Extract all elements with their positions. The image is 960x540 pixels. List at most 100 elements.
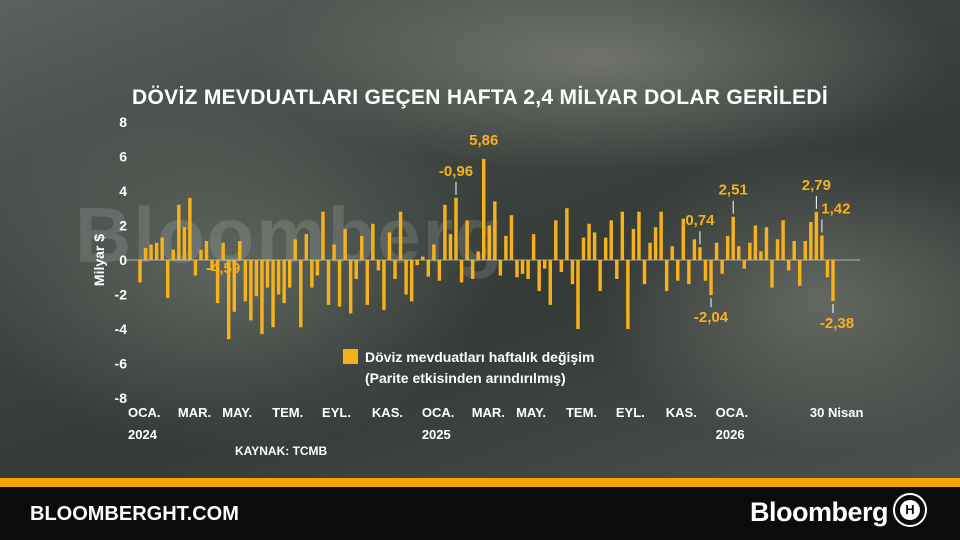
x-tick-label: MAY. <box>222 405 252 420</box>
bar <box>814 211 819 260</box>
bar <box>326 260 331 305</box>
bar <box>554 220 558 260</box>
bar <box>703 260 708 281</box>
site-link[interactable]: BLOOMBERGHT.COM <box>30 503 239 525</box>
x-tick-label: TEM. <box>272 405 303 420</box>
bar <box>365 260 370 305</box>
bar <box>188 197 192 260</box>
bar <box>409 260 414 302</box>
y-tick-label: 4 <box>119 183 127 199</box>
bar <box>753 225 758 260</box>
bar <box>759 251 763 260</box>
bar <box>315 260 320 276</box>
footer-bar: BLOOMBERGHT.COM Bloomberg H <box>0 478 960 540</box>
bar <box>615 260 619 279</box>
bar <box>426 260 431 277</box>
annotation-label: -0,96 <box>439 163 473 180</box>
x-axis-ticks: OCA. 2024 MAR. MAY. TEM. EYL. KAS. OCA. 2025 MAR.… <box>128 405 863 442</box>
bar <box>321 211 325 260</box>
bar-chart: 8 6 4 2 0 -2 -4 -6 -8 OCA. 2024 MAR. MAY. TEM. EYL. KA… <box>91 114 863 458</box>
bar <box>637 211 641 260</box>
bar <box>648 242 652 260</box>
bar <box>515 260 519 278</box>
bar <box>470 260 475 279</box>
bar <box>138 260 142 283</box>
bar <box>193 260 198 276</box>
bar <box>809 222 813 260</box>
y-tick-label: -8 <box>115 390 128 406</box>
bar <box>626 260 630 329</box>
bar <box>748 242 752 260</box>
bar <box>631 228 636 260</box>
annotation-label: 0,74 <box>685 212 715 229</box>
bar <box>415 260 419 266</box>
annotation-label: -4,59 <box>206 260 240 277</box>
bar <box>437 260 442 281</box>
bar <box>820 235 824 260</box>
x-tick-year: 2025 <box>422 427 451 442</box>
bar <box>432 244 436 260</box>
bar <box>221 242 225 260</box>
bar <box>154 242 159 260</box>
bar <box>825 260 830 278</box>
bar <box>260 260 264 335</box>
bar <box>792 241 796 260</box>
bar <box>831 260 835 302</box>
bar <box>177 204 181 260</box>
bar <box>287 260 292 288</box>
x-tick-label: TEM. <box>566 405 597 420</box>
legend-label: Döviz mevduatları haftalık değişim <box>365 349 595 365</box>
x-tick-label: KAS. <box>372 405 403 420</box>
bar <box>337 260 342 307</box>
chart-bars <box>138 158 835 340</box>
background-photo <box>0 0 960 478</box>
bar <box>570 260 575 285</box>
y-axis-label: Milyar $ <box>91 234 107 286</box>
x-tick-label: MAY. <box>516 405 546 420</box>
bar <box>149 244 153 260</box>
x-tick-label: OCA. <box>422 405 455 420</box>
bar <box>687 260 691 285</box>
bar <box>720 260 724 274</box>
x-tick-label: MAR. <box>472 405 505 420</box>
bar <box>360 235 364 260</box>
bar <box>504 235 508 260</box>
y-tick-label: -4 <box>115 321 128 337</box>
x-tick-label: MAR. <box>178 405 211 420</box>
footer-accent-stripe <box>0 478 960 487</box>
bar <box>476 251 480 260</box>
bar <box>520 260 525 274</box>
bar <box>282 260 286 304</box>
bar <box>786 260 791 271</box>
bar <box>664 260 669 292</box>
brand-wordmark: Bloomberg <box>750 497 889 527</box>
bar <box>226 260 231 340</box>
bar <box>709 260 713 296</box>
bar <box>459 260 464 283</box>
bar <box>487 225 491 260</box>
bar <box>382 260 386 311</box>
bar <box>498 260 503 276</box>
bar <box>376 260 381 271</box>
bar <box>714 242 719 260</box>
bar <box>592 232 597 260</box>
bar <box>653 227 658 260</box>
bar <box>509 215 514 260</box>
bloomberght-logo-icon: H <box>893 493 927 527</box>
source-note: KAYNAK: TCMB <box>235 444 328 458</box>
bar <box>254 260 259 297</box>
bar <box>803 241 807 260</box>
bar <box>343 228 347 260</box>
bar <box>448 234 453 260</box>
bar <box>692 239 697 260</box>
bar <box>581 237 586 260</box>
y-tick-label: 8 <box>119 114 127 130</box>
bar <box>276 260 281 295</box>
bar <box>387 232 392 260</box>
bar <box>232 260 236 312</box>
bar <box>332 244 336 260</box>
bar <box>299 260 303 328</box>
annotation-label: -2,38 <box>820 315 854 332</box>
bar <box>443 204 447 260</box>
bar <box>171 249 175 260</box>
